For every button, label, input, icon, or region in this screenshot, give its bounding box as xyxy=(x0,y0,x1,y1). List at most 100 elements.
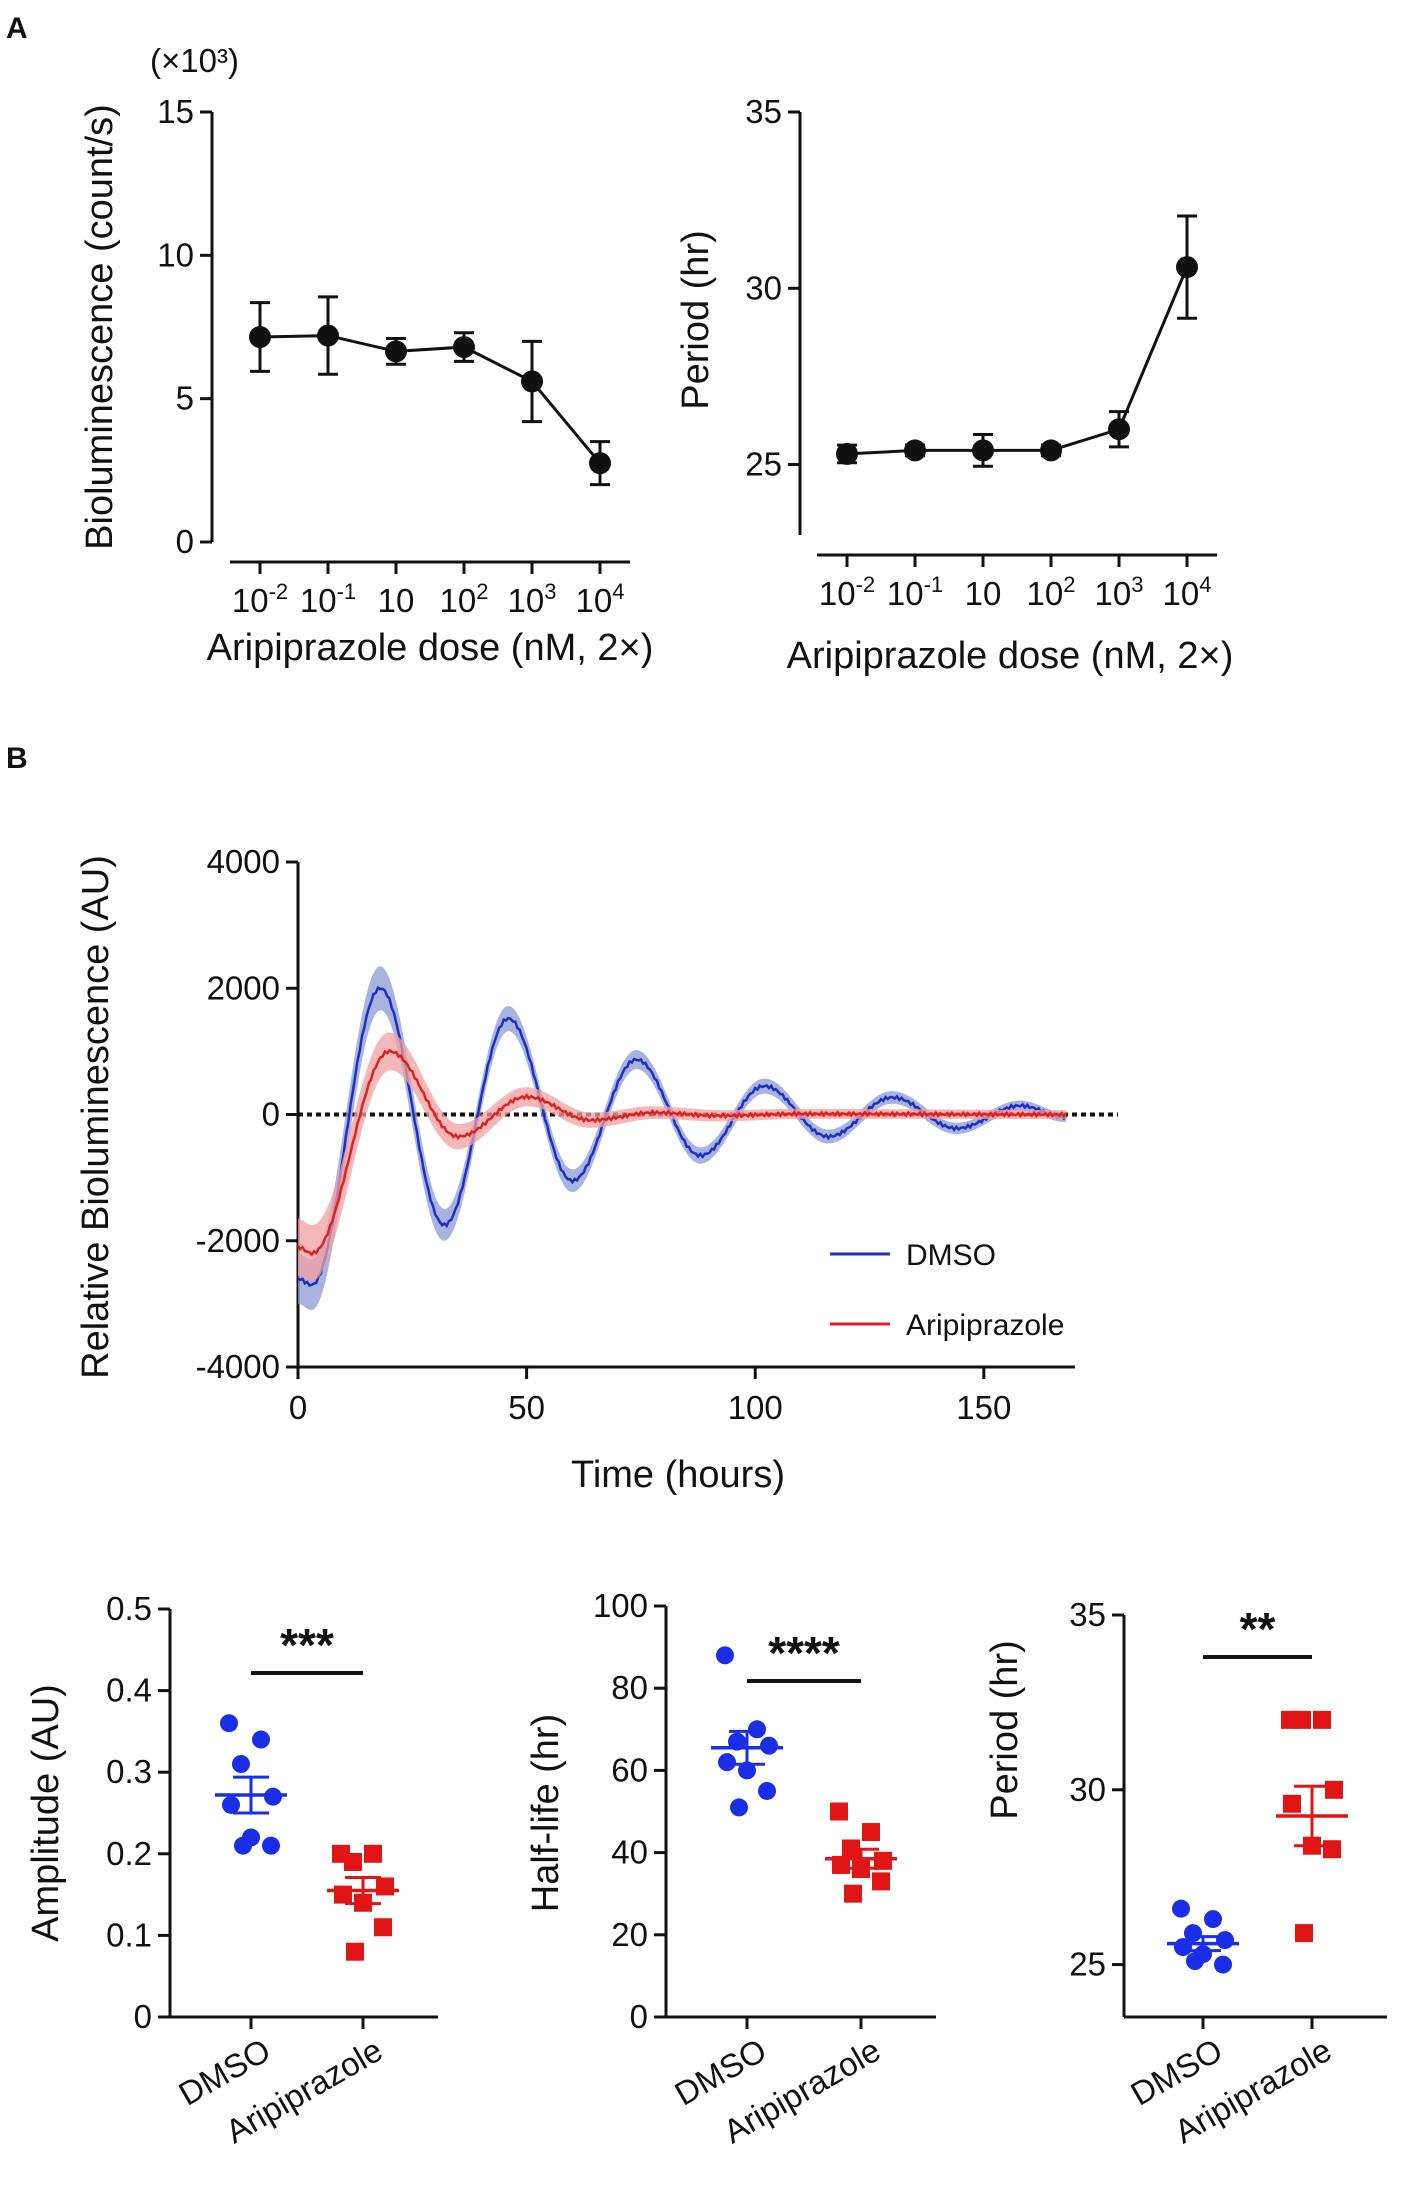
data-point xyxy=(589,452,611,475)
y-tick-label: 10 xyxy=(157,236,194,273)
x-tick-label: 0 xyxy=(289,1389,307,1426)
y-tick-label: -2000 xyxy=(196,1222,280,1259)
data-point xyxy=(1186,1952,1204,1971)
significance-stars: **** xyxy=(768,1627,840,1679)
series-line-dmso xyxy=(297,985,1068,1287)
y-axis-title: Period (hr) xyxy=(675,230,717,410)
y-tick-label: 80 xyxy=(611,1669,648,1706)
data-line xyxy=(259,334,602,465)
x-tick-label: 10 xyxy=(378,582,415,619)
y-tick-label: 0 xyxy=(134,1998,152,2035)
x-axis-title: Aripiprazole dose (nM, 2×) xyxy=(207,627,654,669)
y-tick-label: 25 xyxy=(745,446,782,483)
x-tick-label: 10-1 xyxy=(300,579,356,619)
y-tick-label: -4000 xyxy=(196,1348,280,1385)
data-point xyxy=(1323,1840,1341,1859)
data-point xyxy=(234,1836,252,1855)
y-tick-label: 5 xyxy=(176,380,194,417)
significance-stars: *** xyxy=(280,1619,334,1671)
x-tick-label: 50 xyxy=(508,1389,545,1426)
data-point xyxy=(249,326,271,349)
chart-amplitude-scatter: 00.10.20.30.40.5DMSOAripiprazoleAmplitud… xyxy=(25,1590,438,2150)
x-tick-label: 103 xyxy=(1095,572,1144,612)
y-tick-label: 4000 xyxy=(207,843,280,880)
y-axis-title: Period (hr) xyxy=(984,1640,1026,1820)
data-point xyxy=(730,1798,748,1817)
data-point xyxy=(222,1795,240,1814)
data-point xyxy=(385,340,407,363)
data-point xyxy=(748,1720,766,1739)
x-tick-label: 10-2 xyxy=(232,579,288,619)
data-point xyxy=(364,1844,382,1863)
x-tick-label: 104 xyxy=(1163,572,1212,612)
data-point xyxy=(317,324,339,347)
data-point xyxy=(374,1918,392,1937)
data-point xyxy=(453,336,475,359)
x-tick-label: 104 xyxy=(576,579,625,619)
y-tick-label: 15 xyxy=(157,93,194,130)
data-point xyxy=(1204,1910,1222,1929)
y-tick-label: 60 xyxy=(611,1751,648,1788)
panel-a-letter: A xyxy=(6,12,28,45)
data-point xyxy=(1174,1938,1192,1957)
legend-label: Aripiprazole xyxy=(906,1309,1064,1342)
y-tick-label: 35 xyxy=(745,93,782,130)
y-tick-label: 0.1 xyxy=(106,1916,152,1953)
data-point xyxy=(344,1852,362,1871)
data-point xyxy=(1313,1710,1331,1729)
x-tick-label: 10-2 xyxy=(819,572,875,612)
data-point xyxy=(1325,1780,1343,1799)
data-point xyxy=(232,1755,250,1774)
y-multiplier-label: (×10³) xyxy=(150,42,239,79)
data-point xyxy=(521,370,543,393)
data-point xyxy=(1108,418,1130,441)
data-point xyxy=(1172,1899,1190,1918)
y-tick-label: 30 xyxy=(1069,1771,1106,1808)
data-line xyxy=(846,266,1189,456)
y-tick-label: 0.3 xyxy=(106,1753,152,1790)
y-tick-label: 0 xyxy=(262,1096,280,1133)
y-tick-label: 2000 xyxy=(207,969,280,1006)
x-tick-label: 102 xyxy=(1027,572,1076,612)
data-point xyxy=(262,1836,280,1855)
data-point xyxy=(376,1877,394,1896)
x-tick-label: 10-1 xyxy=(887,572,943,612)
data-point xyxy=(718,1753,736,1772)
data-point xyxy=(1216,1931,1234,1950)
chart-bioluminescence-dose: 0 5 10 15 10-2 10-1 10 102 103 104 (×10³) Biolumine… xyxy=(79,42,653,669)
data-point xyxy=(220,1714,238,1733)
y-axis-title: Bioluminescence (count/s) xyxy=(79,104,121,550)
data-point xyxy=(844,1884,862,1903)
y-tick-label: 0.4 xyxy=(106,1672,152,1709)
y-axis-title: Half-life (hr) xyxy=(525,1714,567,1912)
y-tick-label: 0 xyxy=(630,1998,648,2035)
x-tick-label: 102 xyxy=(440,579,489,619)
data-point xyxy=(1293,1710,1311,1729)
x-tick-label: 100 xyxy=(728,1389,783,1426)
y-tick-label: 0 xyxy=(176,523,194,560)
data-point xyxy=(904,439,926,462)
y-tick-label: 25 xyxy=(1069,1946,1106,1983)
data-point xyxy=(874,1851,892,1870)
data-point xyxy=(830,1802,848,1821)
error-band-aripiprazole xyxy=(298,1032,1067,1282)
data-point xyxy=(1295,1924,1313,1943)
panel-b-letter: B xyxy=(6,742,28,775)
y-tick-label: 30 xyxy=(745,269,782,306)
data-point xyxy=(760,1736,778,1755)
x-tick-label: 150 xyxy=(956,1389,1011,1426)
chart-period-dose: 25 30 35 10-2 10-1 10 102 103 104 Period (hr) Arip… xyxy=(675,93,1233,677)
y-tick-label: 20 xyxy=(611,1916,648,1953)
y-tick-label: 0.2 xyxy=(106,1835,152,1872)
data-point xyxy=(1283,1794,1301,1813)
data-point xyxy=(1214,1955,1232,1974)
chart-relative-bioluminescence-time: -4000 -2000 0 2000 4000 0 50 100 150 Relative Bio… xyxy=(75,843,1118,1496)
data-point xyxy=(252,1730,270,1749)
y-tick-label: 0.5 xyxy=(106,1590,152,1627)
x-axis-title: Time (hours) xyxy=(571,1454,785,1496)
data-point xyxy=(758,1781,776,1800)
data-point xyxy=(738,1761,756,1780)
